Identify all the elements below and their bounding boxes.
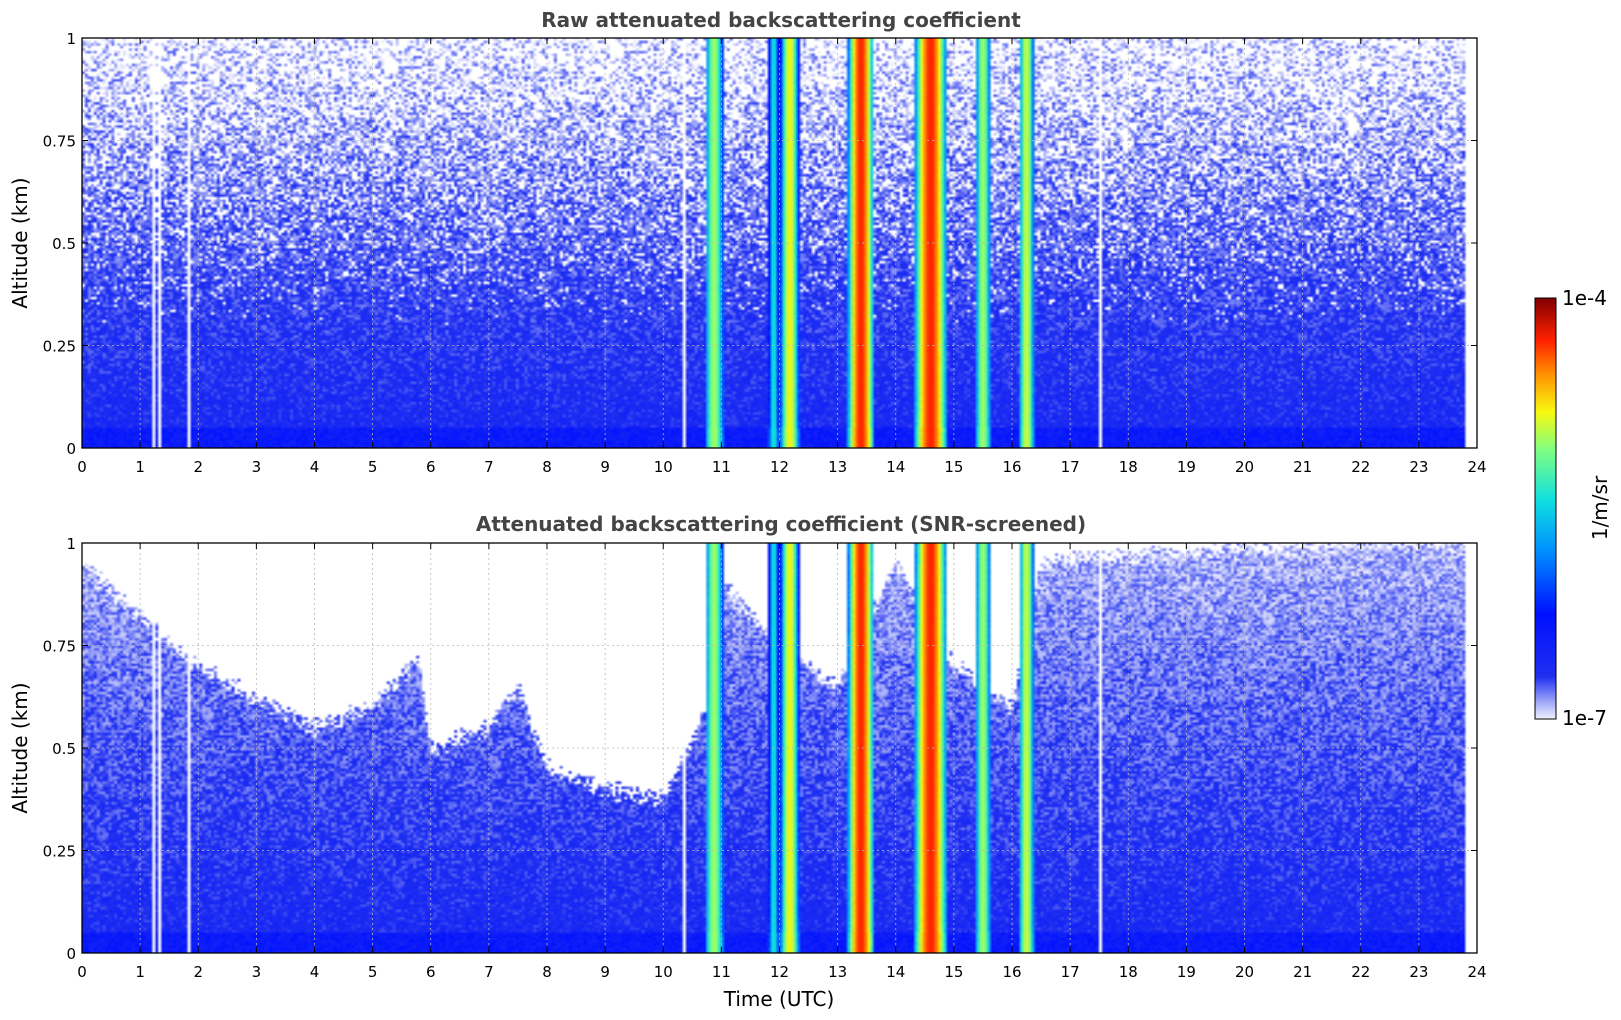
y-axis-label: Altitude (km) (8, 177, 32, 308)
x-tick-label: 13 (828, 963, 847, 981)
x-tick-label: 3 (252, 963, 262, 981)
x-tick-label: 16 (1002, 458, 1021, 476)
y-axis-label: Altitude (km) (8, 682, 32, 813)
x-tick-label: 24 (1467, 458, 1486, 476)
x-tick-label: 11 (712, 458, 731, 476)
y-tick-label: 0.25 (43, 843, 76, 861)
x-tick-label: 5 (368, 458, 378, 476)
y-tick-label: 0 (66, 440, 76, 458)
x-tick-label: 3 (252, 458, 262, 476)
x-axis-ticks: 0 1 2 3 4 5 6 7 8 9 10 11 12 13 14 15 16 17 18 19 20 21 22 23 24 (77, 38, 1487, 476)
y-axis-ticks: 0 0.25 0.5 0.75 1 (43, 535, 1477, 963)
screened-backscatter-panel: Attenuated backscattering coefficient (S… (8, 512, 1487, 1011)
x-tick-label: 8 (542, 963, 552, 981)
x-tick-label: 23 (1409, 963, 1428, 981)
x-tick-label: 1 (135, 458, 145, 476)
x-tick-label: 23 (1409, 458, 1428, 476)
gridlines (82, 38, 1477, 448)
x-tick-label: 6 (426, 458, 436, 476)
x-tick-label: 9 (600, 458, 610, 476)
x-tick-label: 0 (77, 458, 87, 476)
x-tick-label: 15 (944, 458, 963, 476)
x-tick-label: 1 (135, 963, 145, 981)
y-tick-label: 0.75 (43, 638, 76, 656)
x-tick-label: 11 (712, 963, 731, 981)
x-tick-label: 24 (1467, 963, 1486, 981)
y-tick-label: 1 (66, 30, 76, 48)
colorbar-unit-label: 1/m/sr (1588, 475, 1612, 540)
raw-backscatter-panel: Raw attenuated backscattering coefficien… (8, 8, 1487, 476)
x-tick-label: 2 (193, 963, 203, 981)
x-tick-label: 22 (1351, 458, 1370, 476)
x-tick-label: 17 (1061, 963, 1080, 981)
y-tick-label: 0.5 (52, 740, 76, 758)
y-tick-label: 0.25 (43, 338, 76, 356)
y-tick-label: 0.5 (52, 235, 76, 253)
x-tick-label: 12 (770, 963, 789, 981)
x-tick-label: 15 (944, 963, 963, 981)
colorbar-min-label: 1e-7 (1562, 706, 1607, 730)
x-tick-label: 14 (886, 458, 905, 476)
x-tick-label: 19 (1177, 458, 1196, 476)
y-tick-label: 0.75 (43, 133, 76, 151)
x-axis-ticks: 0 1 2 3 4 5 6 7 8 9 10 11 12 13 14 15 16 17 18 19 20 21 22 23 24 (77, 543, 1487, 981)
x-tick-label: 7 (484, 458, 494, 476)
x-tick-label: 17 (1061, 458, 1080, 476)
x-tick-label: 22 (1351, 963, 1370, 981)
x-tick-label: 4 (310, 458, 320, 476)
x-tick-label: 21 (1293, 458, 1312, 476)
x-tick-label: 13 (828, 458, 847, 476)
x-tick-label: 18 (1119, 963, 1138, 981)
x-tick-label: 10 (654, 458, 673, 476)
x-tick-label: 6 (426, 963, 436, 981)
x-tick-label: 5 (368, 963, 378, 981)
x-tick-label: 12 (770, 458, 789, 476)
x-tick-label: 9 (600, 963, 610, 981)
x-tick-label: 20 (1235, 963, 1254, 981)
y-axis-ticks: 0 0.25 0.5 0.75 1 (43, 30, 1477, 458)
x-tick-label: 0 (77, 963, 87, 981)
x-tick-label: 2 (193, 458, 203, 476)
x-tick-label: 20 (1235, 458, 1254, 476)
gridlines (82, 543, 1477, 953)
x-tick-label: 10 (654, 963, 673, 981)
colorbar: 1e-4 1e-7 1/m/sr (1534, 286, 1612, 730)
x-axis-label: Time (UTC) (723, 987, 835, 1011)
x-tick-label: 18 (1119, 458, 1138, 476)
x-tick-label: 7 (484, 963, 494, 981)
y-tick-label: 0 (66, 945, 76, 963)
x-tick-label: 4 (310, 963, 320, 981)
x-tick-label: 16 (1002, 963, 1021, 981)
chart-title: Attenuated backscattering coefficient (S… (476, 512, 1086, 536)
y-tick-label: 1 (66, 535, 76, 553)
colorbar-scale (1534, 297, 1557, 720)
colorbar-max-label: 1e-4 (1562, 286, 1607, 310)
x-tick-label: 19 (1177, 963, 1196, 981)
x-tick-label: 14 (886, 963, 905, 981)
x-tick-label: 8 (542, 458, 552, 476)
x-tick-label: 21 (1293, 963, 1312, 981)
chart-title: Raw attenuated backscattering coefficien… (541, 8, 1021, 32)
